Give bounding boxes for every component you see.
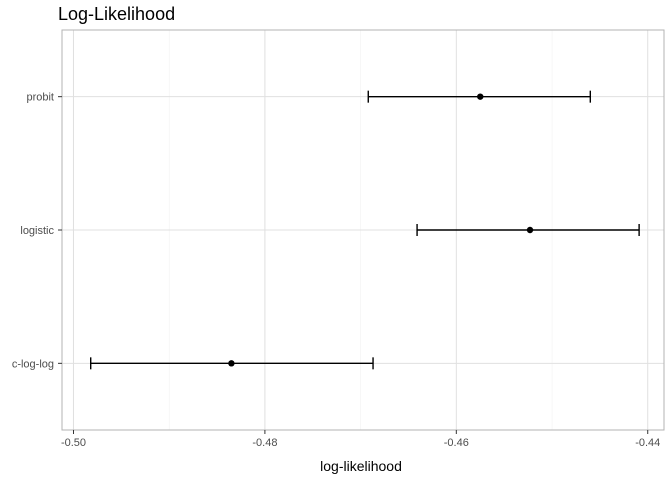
x-axis-title: log-likelihood — [320, 458, 402, 474]
y-tick-label: c-log-log — [12, 358, 54, 370]
chart-title: Log-Likelihood — [58, 4, 176, 24]
x-tick-label: -0.48 — [252, 437, 277, 449]
point-estimate-logistic — [526, 226, 534, 234]
y-axis: probit logistic c-log-log — [12, 92, 62, 370]
point-estimate-c-log-log — [228, 360, 235, 367]
marks — [90, 90, 640, 370]
y-tick-label: probit — [26, 92, 54, 104]
x-tick-label: -0.44 — [635, 437, 660, 449]
point-estimate-probit — [477, 93, 484, 100]
y-tick-label: logistic — [20, 225, 54, 237]
x-axis: -0.50 -0.48 -0.46 -0.44 — [61, 430, 660, 449]
x-tick-label: -0.46 — [444, 437, 469, 449]
x-tick-label: -0.50 — [61, 437, 86, 449]
